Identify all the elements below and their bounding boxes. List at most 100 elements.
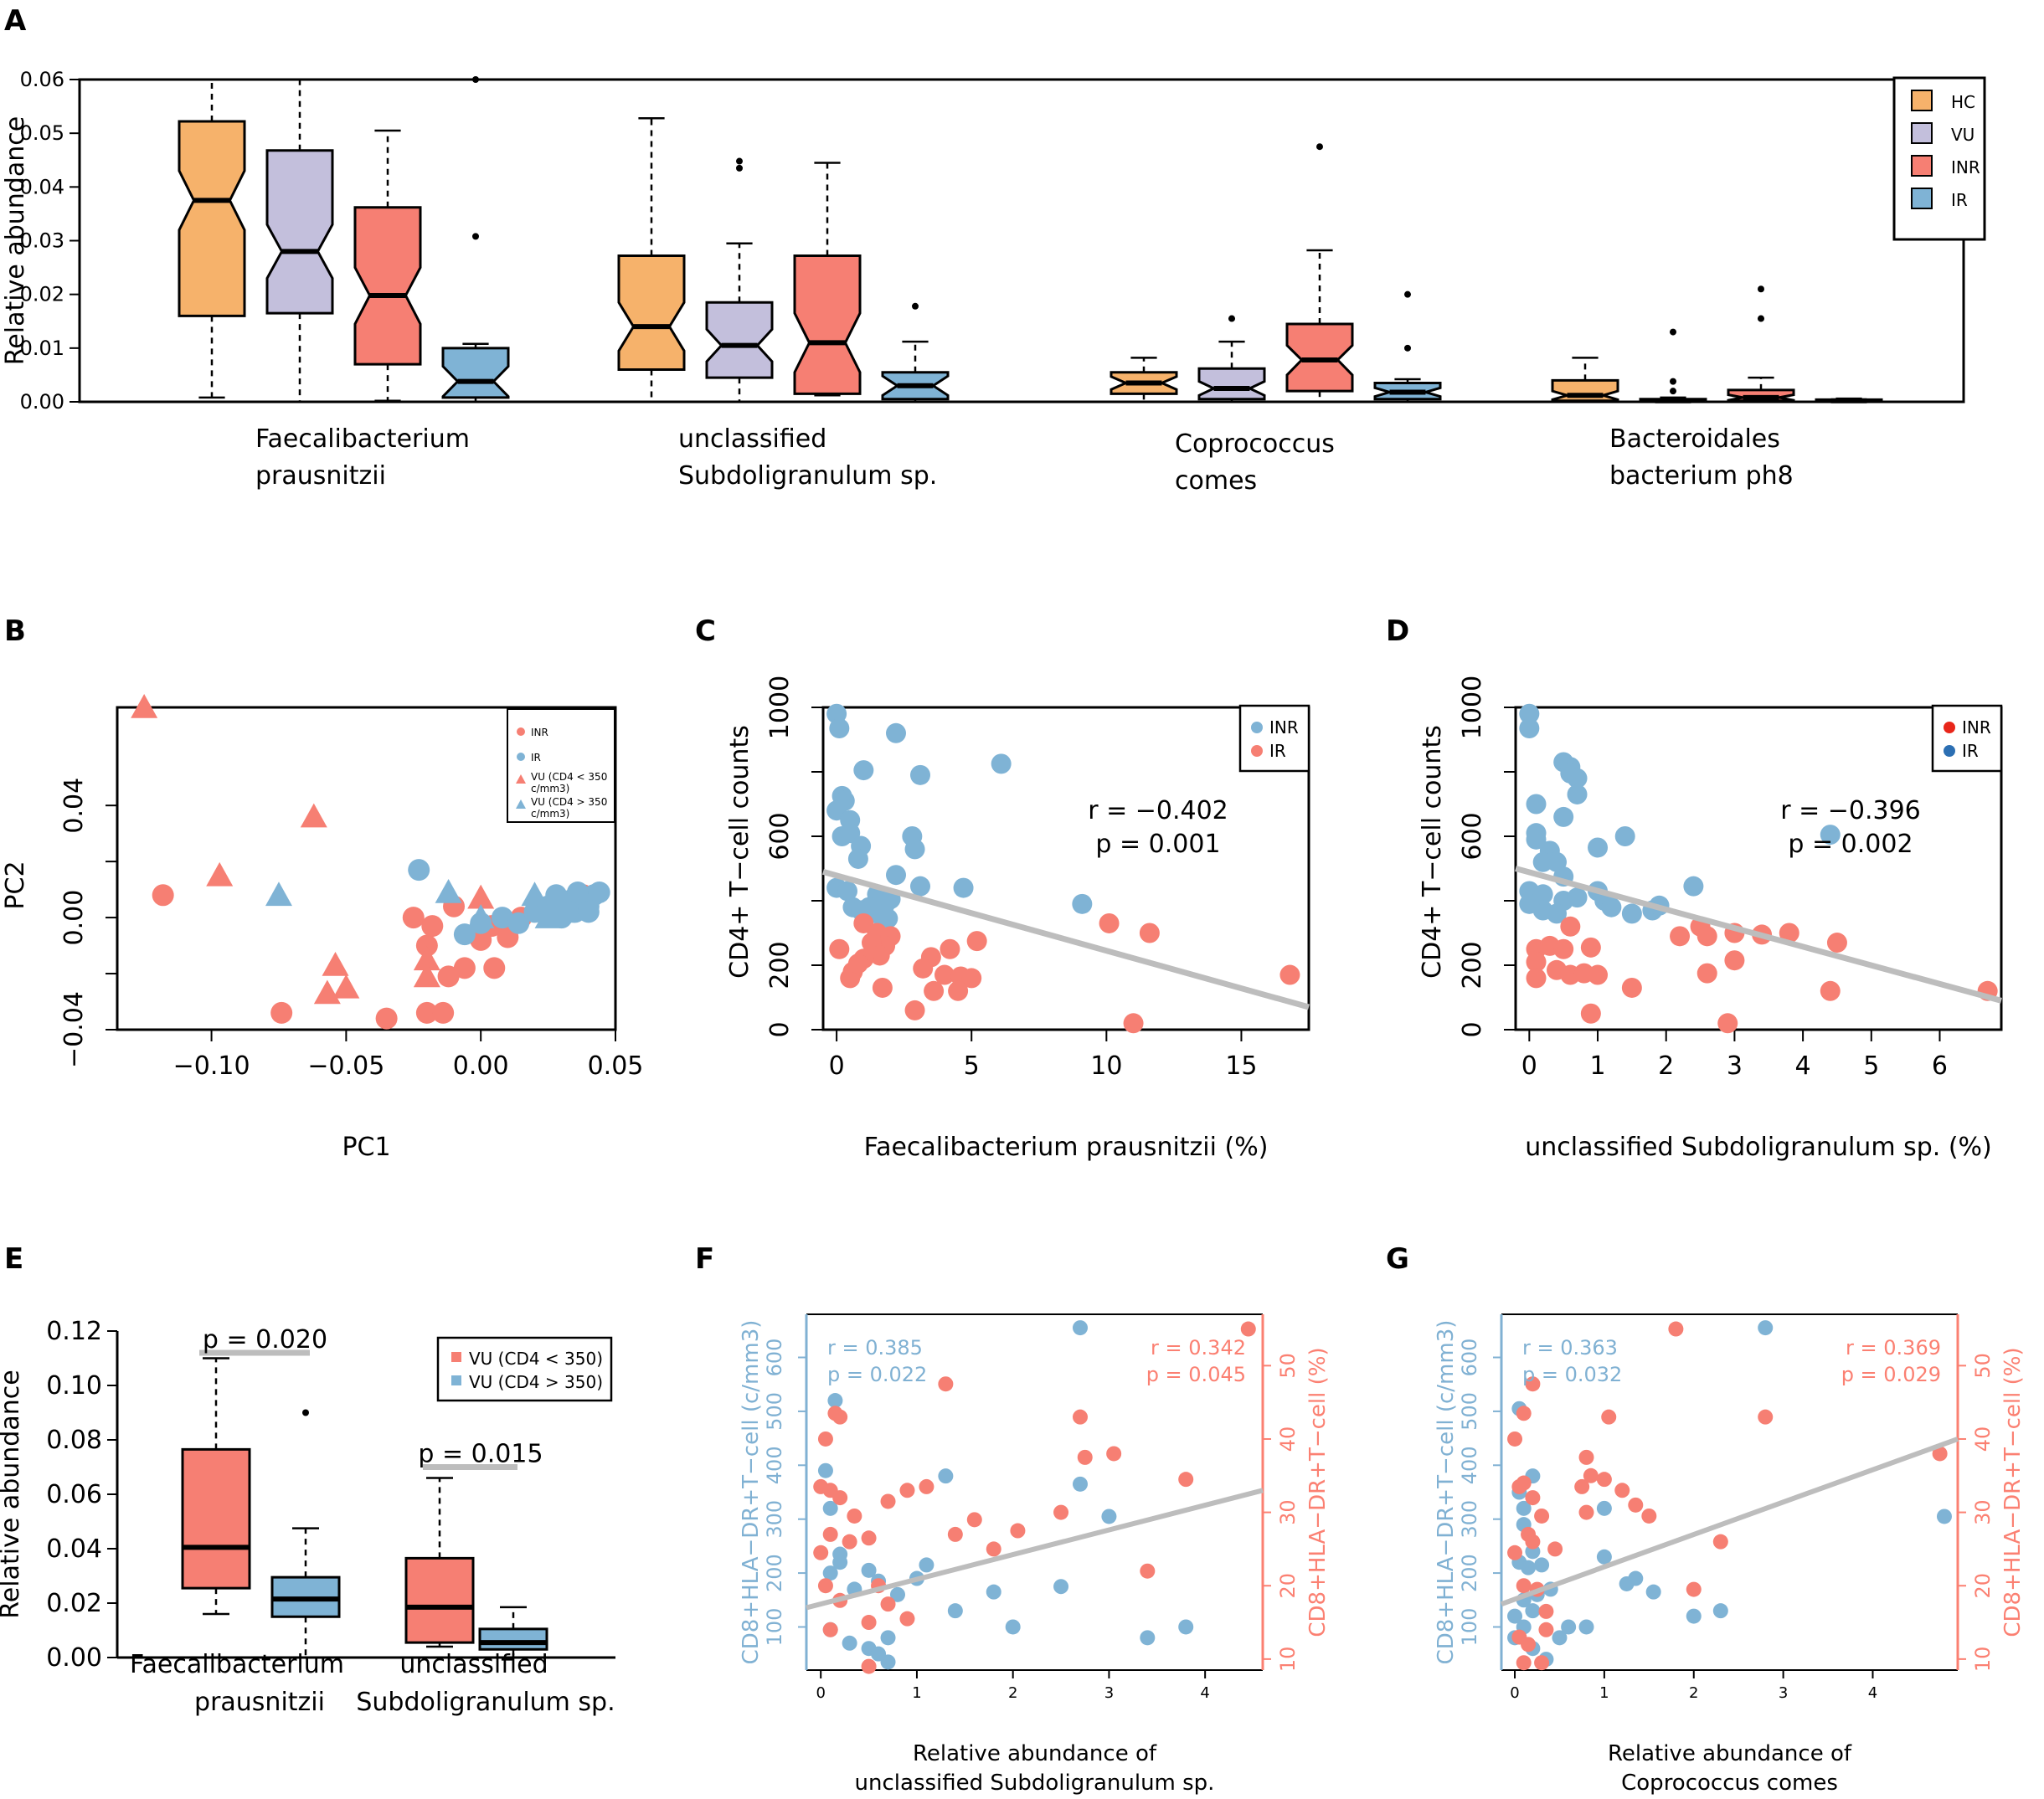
box-vu-low-box [404, 1556, 475, 1644]
p-value: p = 0.015 [418, 1440, 543, 1469]
box-vu-outlier [1670, 378, 1676, 385]
point-blue [1526, 829, 1547, 850]
y-tick-label: 0.04 [59, 778, 89, 834]
point-blue [853, 760, 874, 781]
point-percent [822, 1526, 838, 1542]
point-percent [1538, 1603, 1554, 1619]
point-count [1552, 1630, 1568, 1646]
y-tick-label: 0.02 [20, 283, 64, 306]
point-percent [1516, 1406, 1532, 1421]
panel-g-dual-scatter: 0 1 2 3 41002003004005006001020304050CD8+HLA… [1434, 1313, 2026, 1796]
point-percent [1758, 1409, 1774, 1425]
point-percent [1574, 1478, 1590, 1494]
panel-label-d: D [1386, 614, 1409, 648]
legend-label: INR [1962, 717, 1991, 738]
correlation-r-left: r = 0.385 [827, 1336, 923, 1360]
point-percent [1053, 1504, 1069, 1520]
point-count [1596, 1549, 1612, 1565]
box-ir-outlier [912, 302, 919, 310]
point-count [1178, 1619, 1194, 1635]
box-ir-box [441, 347, 510, 399]
point-count [822, 1500, 838, 1516]
y-tick-label: −0.04 [59, 991, 89, 1068]
point-red [829, 938, 850, 959]
x-tick-label: 3 [1727, 1051, 1743, 1081]
point-blue [953, 877, 974, 898]
panel-e-boxplot: 0.00 0.02 0.04 0.06 0.08 0.10 0.12 Relative abu… [0, 1317, 615, 1717]
x-tick-label: 3 [1104, 1684, 1114, 1702]
point-percent [861, 1658, 877, 1674]
correlation-p: p = 0.002 [1788, 830, 1913, 859]
group-label: Coprococcus [1175, 429, 1335, 459]
y-tick-label: 600 [1458, 812, 1487, 860]
box-vu-low-box [181, 1447, 251, 1590]
y-tick-label-right: 30 [1276, 1499, 1300, 1525]
x-axis-label: Faecalibacterium prausnitzii (%) [864, 1133, 1269, 1162]
y-tick-label-right: 40 [1276, 1426, 1300, 1452]
y-tick-label: 0.00 [46, 1643, 102, 1673]
panel-label-f: F [695, 1242, 714, 1276]
legend-frame [436, 1336, 613, 1402]
box-vu-box [1197, 367, 1266, 401]
point-percent [1641, 1508, 1657, 1524]
point-percent [1712, 1534, 1728, 1550]
y-tick-label: 200 [765, 941, 795, 989]
point-percent [847, 1508, 862, 1524]
y-tick-label-left: 200 [1458, 1554, 1481, 1592]
x-axis-label: Relative abundance of [1608, 1741, 1852, 1766]
point-inr [437, 965, 460, 988]
fit-line [1500, 1437, 1959, 1606]
point-ir [577, 901, 600, 923]
point-percent [899, 1483, 915, 1498]
box-vu-outlier [1228, 315, 1235, 322]
y-tick-label-right: 50 [1971, 1353, 1995, 1379]
x-axis-label: unclassified Subdoligranulum sp. (%) [1525, 1133, 1992, 1162]
legend: INR IR [1931, 704, 2003, 773]
fit-line [822, 868, 1310, 1010]
x-tick-label: 0.05 [588, 1051, 644, 1081]
point-ir [588, 881, 610, 903]
point-vu-low [206, 861, 234, 887]
y-tick-label: 0.01 [20, 337, 64, 360]
point-red [1580, 1003, 1601, 1024]
point-percent [1601, 1409, 1617, 1425]
point-blue [829, 718, 850, 739]
group-label: unclassified [678, 424, 826, 454]
legend-label: IR [1951, 190, 1968, 210]
point-count [827, 1393, 843, 1409]
x-tick-label: 15 [1225, 1051, 1257, 1081]
point-red [913, 958, 934, 979]
x-axis-label: unclassified Subdoligranulum sp. [855, 1771, 1215, 1796]
y-tick-label: 600 [765, 812, 795, 860]
y-tick-label-right: 10 [1276, 1647, 1300, 1673]
point-percent [842, 1534, 857, 1550]
box-vu-box [705, 301, 774, 379]
box-inr-outlier [1758, 315, 1764, 322]
correlation-r-right: r = 0.342 [1151, 1336, 1246, 1360]
point-count [1561, 1619, 1577, 1635]
point-count [822, 1565, 838, 1581]
point-blue [1621, 903, 1642, 924]
y-tick-label-right: 50 [1276, 1353, 1300, 1379]
y-tick-label: 0.10 [46, 1371, 102, 1401]
point-blue [1614, 826, 1635, 846]
y-axis-label: Relative abundance [1, 116, 30, 365]
point-red [847, 953, 868, 974]
y-axis-label-right: CD8+HLA−DR+T−cell (%) [1305, 1347, 1331, 1637]
group-label: bacterium ph8 [1609, 461, 1794, 491]
point-percent [1106, 1446, 1122, 1462]
y-axis-label: Relative abundance [0, 1370, 25, 1618]
y-tick-label-left: 200 [763, 1554, 786, 1592]
x-tick-label: 2 [1689, 1684, 1698, 1702]
point-red [1826, 933, 1847, 953]
legend-label: IR [1269, 741, 1286, 761]
x-tick-label: 2 [1658, 1051, 1674, 1081]
correlation-p-left: p = 0.022 [827, 1363, 927, 1386]
group-label: prausnitzii [194, 1688, 325, 1717]
box-ir-outlier [1404, 344, 1411, 352]
point-percent [1596, 1472, 1612, 1488]
legend-swatch [1911, 188, 1933, 209]
y-tick-label-left: 100 [1458, 1608, 1481, 1647]
point-red [1139, 923, 1160, 943]
